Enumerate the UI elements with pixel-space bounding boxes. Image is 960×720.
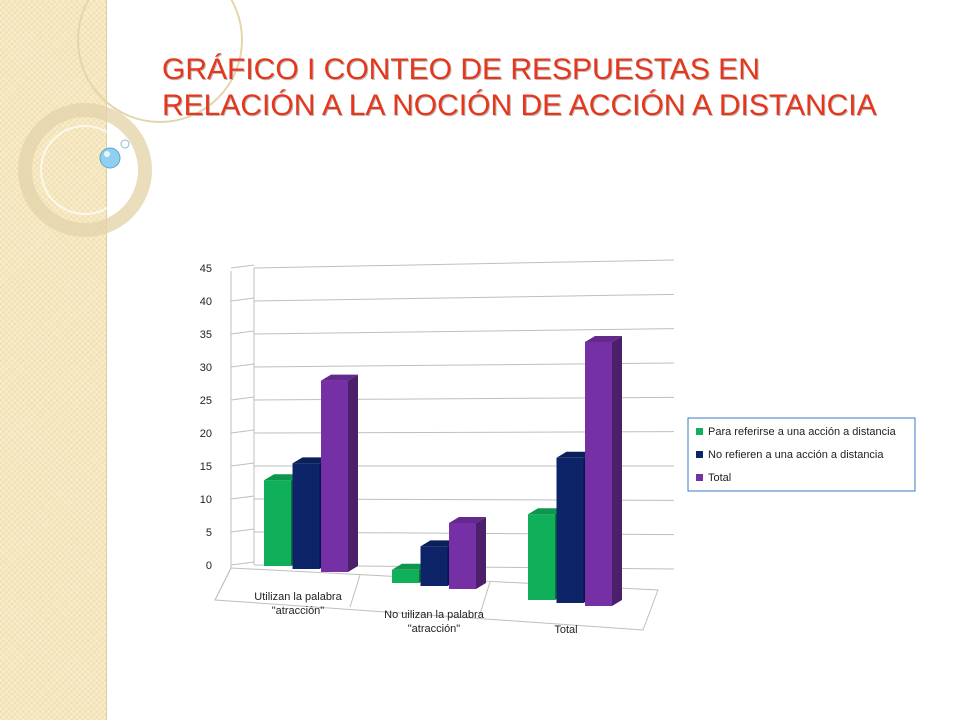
x-tick-label: Utilizan la palabra "atracción" — [254, 591, 342, 617]
side-gridline — [230, 264, 255, 269]
side-gridline — [230, 495, 255, 500]
slide-title: GRÁFICO I CONTEO DE RESPUESTAS EN RELACI… — [162, 53, 877, 122]
side-gridline — [230, 330, 255, 335]
side-gridline — [230, 363, 255, 368]
bar — [392, 569, 419, 583]
side-gridline — [230, 297, 255, 302]
x-tick-label: Total — [554, 624, 577, 636]
side-gridline — [230, 429, 255, 434]
x-tick-label-line: "atracción" — [272, 605, 325, 617]
y-tick-label: 35 — [200, 329, 212, 341]
bar-top — [292, 457, 330, 464]
bar — [420, 546, 448, 586]
bar — [556, 457, 584, 603]
bar — [449, 523, 476, 589]
y-tick-label: 0 — [206, 560, 212, 572]
bar-top — [392, 563, 429, 570]
bar-top — [556, 451, 594, 458]
gridline — [253, 328, 675, 335]
bar — [528, 514, 555, 600]
y-tick-label: 10 — [200, 494, 212, 506]
gridline — [253, 259, 675, 269]
bar — [585, 342, 612, 606]
y-tick-label: 25 — [200, 395, 212, 407]
side-gridline — [230, 561, 255, 566]
legend-label: No refieren a una acción a distancia — [708, 449, 884, 461]
floor-edge — [214, 567, 232, 601]
gridline — [253, 293, 675, 302]
y-tick-label: 15 — [200, 461, 212, 473]
bar-top — [528, 508, 565, 515]
side-gridline — [230, 462, 255, 467]
floor-divider — [349, 574, 361, 608]
bar-top — [449, 517, 486, 523]
x-tick-label: No uilizan la palabra "atracción" — [384, 609, 485, 635]
side-gridline — [230, 396, 255, 401]
y-tick-label: 30 — [200, 362, 212, 374]
bar-top — [321, 374, 358, 381]
y-tick-label: 45 — [200, 263, 212, 275]
y-tick-label: 5 — [206, 527, 212, 539]
bar-top — [264, 474, 301, 481]
side-gridline — [230, 528, 255, 533]
bar-top — [420, 540, 458, 547]
legend-swatch — [696, 451, 703, 458]
bar-top — [585, 336, 622, 342]
x-tick-label-line: Utilizan la palabra — [254, 591, 342, 603]
bar — [292, 463, 320, 569]
legend-label: Para referirse a una acción a distancia — [708, 426, 897, 438]
bar-side — [476, 517, 486, 589]
bar — [321, 380, 348, 572]
y-tick-label: 20 — [200, 428, 212, 440]
floor-divider — [479, 581, 491, 615]
x-tick-label-line: Total — [554, 624, 577, 636]
legend-label: Total — [708, 472, 731, 484]
bar — [264, 480, 291, 566]
bar-side — [348, 374, 358, 572]
x-tick-label-line: "atracción" — [408, 623, 461, 635]
x-tick-label-line: No uilizan la palabra — [384, 609, 485, 621]
legend-box — [687, 417, 916, 492]
y-tick-label: 40 — [200, 296, 212, 308]
bar-side — [612, 336, 622, 606]
legend-swatch — [696, 428, 703, 435]
legend-swatch — [696, 474, 703, 481]
